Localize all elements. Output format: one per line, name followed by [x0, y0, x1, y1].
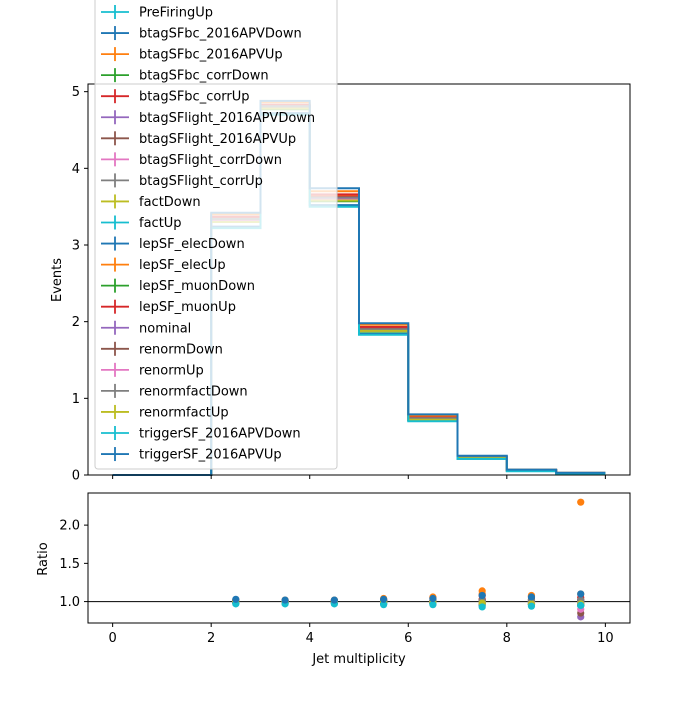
ratio-point	[380, 595, 388, 603]
legend-label: factUp	[139, 216, 182, 231]
ratio-x-tick-label: 10	[597, 631, 614, 646]
ratio-point	[577, 590, 585, 598]
legend-entry: renormfactDown	[101, 383, 248, 399]
legend-label: triggerSF_2016APVUp	[139, 448, 282, 463]
legend-entry: renormDown	[101, 341, 223, 357]
legend-label: btagSFbc_2016APVDown	[139, 27, 302, 42]
ratio-x-ticks: 0 2 4 6 8 10	[108, 623, 614, 646]
legend-label: lepSF_muonDown	[139, 279, 255, 294]
ratio-axes-background	[88, 493, 630, 623]
ratio-point	[330, 596, 338, 604]
legend-label: renormDown	[139, 342, 223, 357]
ratio-panel: 1.0 1.5 2.0 0 2 4 6 8 10 Ratio Jet multiplicity	[36, 492, 631, 667]
legend-label: PreFiringUp	[139, 6, 213, 21]
legend: PreFiringUp btagSFbc_2016APVDown btagSFbc_…	[94, 0, 338, 470]
ratio-point	[527, 593, 536, 601]
legend-label: btagSFlight_corrDown	[139, 153, 282, 168]
ratio-point	[281, 596, 289, 604]
legend-label: lepSF_muonUp	[139, 300, 236, 315]
main-x-ticks	[112, 475, 606, 479]
legend-entry: factDown	[101, 194, 201, 210]
legend-entry: btagSFlight_2016APVUp	[101, 131, 296, 147]
legend-label: renormfactDown	[139, 384, 248, 399]
main-y-tick-label: 1	[72, 392, 80, 407]
legend-frame	[94, 0, 338, 470]
main-y-tick-label: 4	[72, 162, 80, 177]
main-y-ticks: 0 1 2 3 4 5	[72, 85, 88, 484]
legend-label: btagSFbc_2016APVUp	[139, 48, 283, 63]
legend-entry: lepSF_muonUp	[101, 299, 236, 315]
main-y-tick-label: 2	[72, 315, 80, 330]
legend-entry: btagSFbc_2016APVDown	[101, 26, 302, 42]
main-y-tick-label: 0	[72, 469, 80, 484]
legend-entry: btagSFlight_corrDown	[101, 152, 282, 168]
legend-label: lepSF_elecUp	[139, 258, 226, 273]
ratio-point	[478, 591, 486, 600]
legend-label: btagSFbc_corrDown	[139, 69, 269, 84]
legend-entry: factUp	[101, 215, 182, 231]
main-axes-frame	[87, 83, 631, 476]
legend-entry: renormUp	[101, 362, 204, 378]
ratio-axes-frame	[87, 492, 631, 624]
legend-label: btagSFlight_corrUp	[139, 174, 263, 189]
ratio-y-tick-label: 2.0	[59, 519, 80, 534]
legend-entry: btagSFbc_2016APVUp	[101, 47, 283, 63]
ratio-y-ticks: 1.0 1.5 2.0	[59, 519, 88, 610]
legend-label: nominal	[139, 321, 191, 336]
legend-entry: btagSFbc_corrDown	[101, 68, 269, 84]
legend-entry: btagSFlight_corrUp	[101, 173, 263, 189]
ratio-point	[527, 602, 536, 610]
legend-label: triggerSF_2016APVDown	[139, 427, 301, 442]
legend-entry: lepSF_elecDown	[101, 236, 245, 252]
ratio-point	[577, 498, 585, 506]
ratio-point	[577, 601, 585, 610]
ratio-point	[429, 601, 437, 609]
legend-label: lepSF_elecDown	[139, 237, 245, 252]
ratio-x-tick-label: 0	[108, 631, 116, 646]
legend-entry: btagSFlight_2016APVDown	[101, 110, 315, 126]
x-axis-label: Jet multiplicity	[311, 652, 406, 667]
ratio-y-tick-label: 1.0	[59, 595, 80, 610]
ratio-point	[478, 603, 486, 611]
legend-entry: nominal	[101, 320, 191, 336]
legend-label: renormUp	[139, 363, 204, 378]
ratio-x-tick-label: 8	[503, 631, 511, 646]
ratio-points-group	[232, 498, 585, 621]
legend-label: renormfactUp	[139, 405, 229, 420]
ratio-point	[232, 595, 240, 603]
legend-entry: lepSF_elecUp	[101, 257, 226, 273]
legend-entry: renormfactUp	[101, 404, 229, 420]
legend-entry: btagSFbc_corrUp	[101, 89, 250, 105]
ratio-y-axis-label: Ratio	[36, 542, 51, 575]
legend-entry: triggerSF_2016APVUp	[101, 447, 282, 463]
ratio-x-tick-label: 4	[306, 631, 314, 646]
ratio-y-tick-label: 1.5	[59, 557, 80, 572]
legend-label: btagSFbc_corrUp	[139, 90, 250, 105]
ratio-point	[380, 601, 388, 609]
legend-entry: triggerSF_2016APVDown	[101, 426, 301, 442]
main-y-tick-label: 5	[72, 85, 80, 100]
main-y-tick-label: 3	[72, 239, 80, 254]
legend-entry: PreFiringUp	[101, 5, 213, 21]
legend-label: btagSFlight_2016APVDown	[139, 111, 315, 126]
legend-label: btagSFlight_2016APVUp	[139, 132, 296, 147]
ratio-x-tick-label: 6	[404, 631, 412, 646]
ratio-x-tick-label: 2	[207, 631, 215, 646]
ratio-point	[429, 594, 437, 603]
main-y-axis-label: Events	[50, 258, 65, 302]
legend-label: factDown	[139, 195, 201, 210]
legend-entry: lepSF_muonDown	[101, 278, 255, 294]
